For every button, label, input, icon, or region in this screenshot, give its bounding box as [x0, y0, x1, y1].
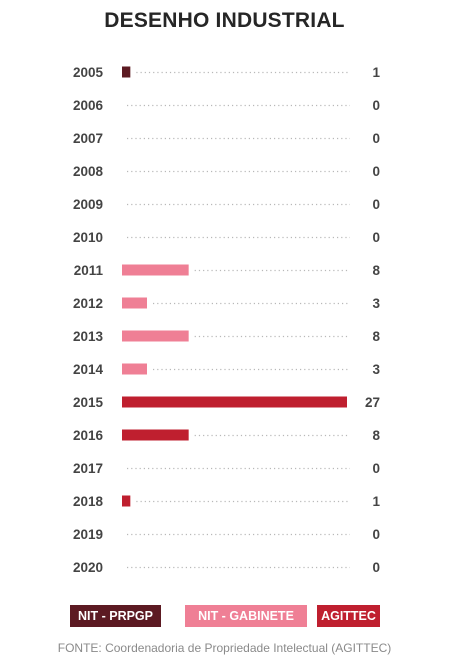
chart-title: DESENHO INDUSTRIAL	[104, 9, 345, 32]
year-label: 2005	[73, 65, 104, 80]
year-label: 2009	[73, 197, 103, 212]
value-label: 0	[372, 131, 380, 146]
value-label: 1	[372, 494, 380, 509]
value-label: 0	[372, 230, 380, 245]
bar-2013	[122, 330, 189, 342]
bar-2015	[122, 396, 347, 408]
value-label: 3	[372, 296, 380, 311]
value-label: 0	[372, 461, 380, 476]
bar-2005	[122, 66, 131, 78]
year-label: 2019	[73, 527, 103, 542]
value-label: 3	[372, 362, 380, 377]
bar-2018	[122, 495, 131, 507]
year-label: 2017	[73, 461, 103, 476]
value-label: 8	[372, 263, 380, 278]
year-label: 2008	[73, 164, 104, 179]
year-label: 2015	[73, 395, 104, 410]
value-label: 0	[372, 164, 380, 179]
value-label: 8	[372, 428, 380, 443]
year-label: 2016	[73, 428, 104, 443]
source-note: FONTE: Coordenadoria de Propriedade Inte…	[57, 641, 392, 655]
year-label: 2020	[73, 560, 103, 575]
legend: NIT - PRPGP NIT - GABINETE AGITTEC	[70, 605, 380, 627]
year-label: 2014	[73, 362, 104, 377]
year-label: 2007	[73, 131, 103, 146]
year-label: 2018	[73, 494, 104, 509]
year-label: 2013	[73, 329, 104, 344]
bar-2012	[122, 297, 147, 309]
year-label: 2010	[73, 230, 103, 245]
value-label: 1	[372, 65, 380, 80]
value-label: 0	[372, 197, 380, 212]
value-label: 27	[365, 395, 380, 410]
bar-chart: 2005 1 2006 0 2007 0 2008 0 2009 0 2010 0 2011 8 2012 3…	[73, 65, 381, 575]
value-label: 0	[372, 527, 380, 542]
year-label: 2011	[74, 263, 104, 278]
year-label: 2006	[73, 98, 104, 113]
legend-item: AGITTEC	[317, 605, 380, 627]
bar-2016	[122, 429, 189, 441]
bar-2011	[122, 264, 189, 276]
year-label: 2012	[73, 296, 103, 311]
value-label: 0	[372, 560, 380, 575]
bar-2014	[122, 363, 147, 375]
value-label: 8	[372, 329, 380, 344]
value-label: 0	[372, 98, 380, 113]
legend-item: NIT - PRPGP	[70, 605, 161, 627]
legend-item: NIT - GABINETE	[185, 605, 307, 627]
